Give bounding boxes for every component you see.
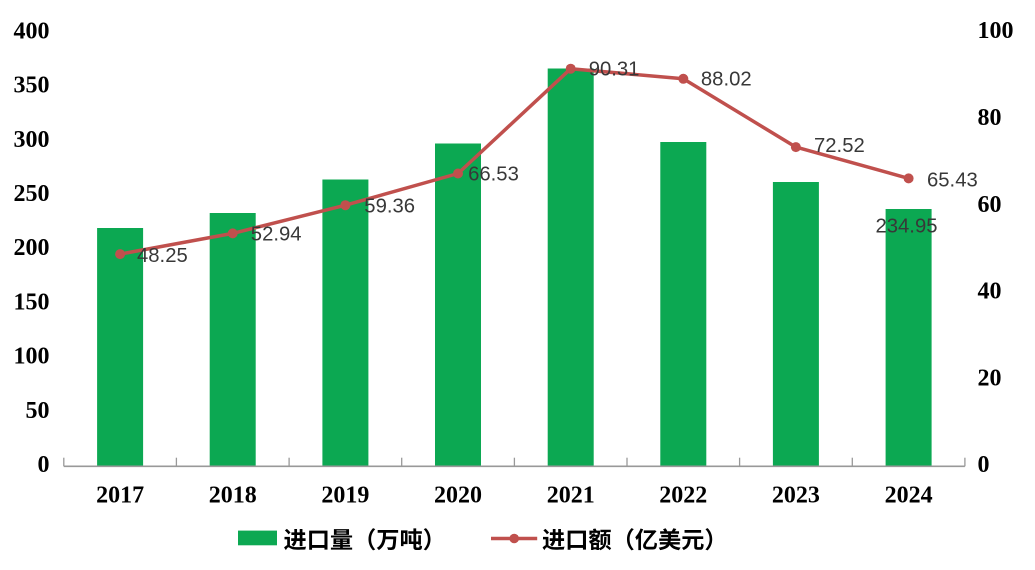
svg-text:150: 150 xyxy=(14,289,50,315)
svg-text:2019: 2019 xyxy=(321,482,369,508)
svg-text:88.02: 88.02 xyxy=(701,68,752,90)
svg-text:66.53: 66.53 xyxy=(468,164,519,186)
svg-text:2021: 2021 xyxy=(547,482,595,508)
svg-text:400: 400 xyxy=(14,18,50,44)
svg-text:350: 350 xyxy=(14,73,50,99)
svg-text:2022: 2022 xyxy=(659,482,707,508)
svg-text:40: 40 xyxy=(978,279,1002,305)
svg-text:80: 80 xyxy=(978,105,1002,131)
svg-text:72.52: 72.52 xyxy=(814,135,865,157)
svg-text:200: 200 xyxy=(14,235,50,261)
svg-text:2024: 2024 xyxy=(885,482,933,508)
svg-text:20: 20 xyxy=(978,365,1002,391)
svg-text:300: 300 xyxy=(14,127,50,153)
svg-text:2017: 2017 xyxy=(96,482,144,508)
svg-text:0: 0 xyxy=(978,452,990,478)
svg-text:100: 100 xyxy=(14,344,50,370)
svg-text:100: 100 xyxy=(978,18,1014,44)
svg-text:48.25: 48.25 xyxy=(137,245,188,267)
svg-text:250: 250 xyxy=(14,181,50,207)
svg-text:2020: 2020 xyxy=(434,482,482,508)
svg-text:2023: 2023 xyxy=(772,482,820,508)
svg-text:52.94: 52.94 xyxy=(251,224,302,246)
svg-text:50: 50 xyxy=(26,398,50,424)
svg-text:65.43: 65.43 xyxy=(927,169,978,191)
svg-text:2018: 2018 xyxy=(209,482,257,508)
svg-text:60: 60 xyxy=(978,192,1002,218)
svg-text:90.31: 90.31 xyxy=(589,59,640,81)
svg-text:59.36: 59.36 xyxy=(364,196,415,218)
svg-text:234.95: 234.95 xyxy=(875,216,937,238)
svg-text:0: 0 xyxy=(38,452,50,478)
